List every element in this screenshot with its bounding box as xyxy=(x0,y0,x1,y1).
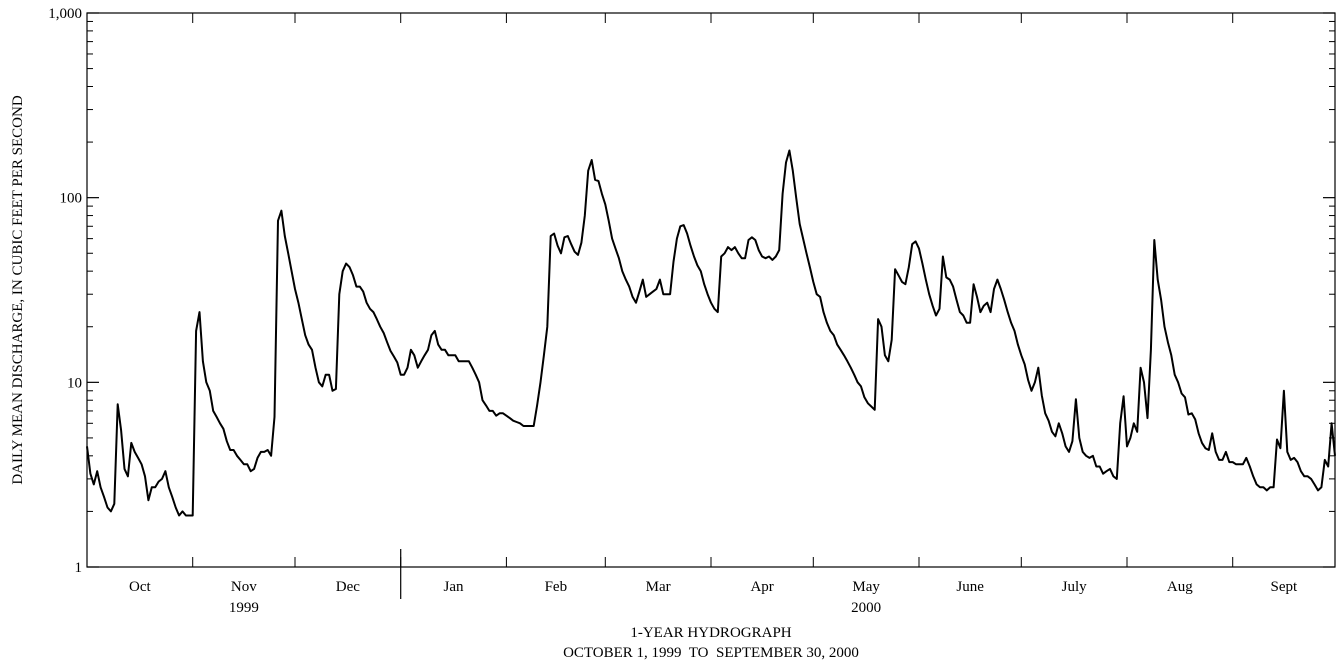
x-month-label: May xyxy=(852,579,880,595)
chart-subtitle: OCTOBER 1, 1999 TO SEPTEMBER 30, 2000 xyxy=(563,645,859,661)
series-group xyxy=(86,149,1336,517)
month-labels: Oct Nov Dec Jan Feb Mar Apr May June July Aug Sept xyxy=(129,579,1298,595)
year-labels: 1999 2000 xyxy=(229,600,881,616)
x-axis-ticks xyxy=(192,13,1234,567)
y-tick-label: 10 xyxy=(67,375,82,391)
x-year-label: 2000 xyxy=(851,600,881,616)
x-month-label: July xyxy=(1062,579,1088,595)
x-year-label: 1999 xyxy=(229,600,259,616)
series-line xyxy=(86,149,1336,517)
y-axis-ticks: 1 10 100 1,000 xyxy=(48,6,1335,576)
x-month-label: Sept xyxy=(1271,579,1299,595)
x-month-label: Jan xyxy=(444,579,464,595)
chart-title: 1-YEAR HYDROGRAPH xyxy=(630,625,791,641)
plot-frame xyxy=(86,12,1336,568)
x-month-label: Aug xyxy=(1167,579,1193,595)
x-month-label: June xyxy=(956,579,984,595)
x-month-label: Apr xyxy=(750,579,773,595)
x-month-label: Feb xyxy=(545,579,568,595)
x-month-label: Nov xyxy=(231,579,257,595)
x-month-label: Mar xyxy=(646,579,671,595)
y-axis-label: DAILY MEAN DISCHARGE, IN CUBIC FEET PER … xyxy=(10,95,26,485)
x-month-label: Oct xyxy=(129,579,151,595)
y-tick-label: 100 xyxy=(60,191,83,207)
y-tick-label: 1,000 xyxy=(48,6,82,22)
x-month-label: Dec xyxy=(336,579,360,595)
y-tick-label: 1 xyxy=(75,560,83,576)
